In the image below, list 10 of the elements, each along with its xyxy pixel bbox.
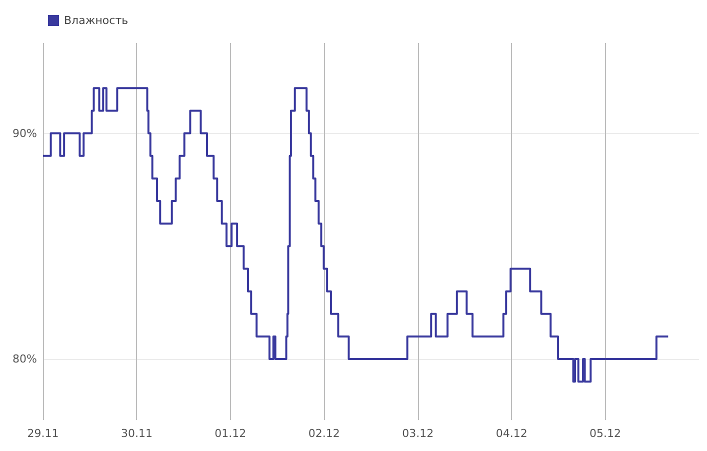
- x-tick-label: 29.11: [27, 427, 59, 440]
- x-tick-label: 02.12: [308, 427, 340, 440]
- x-tick-label: 05.12: [590, 427, 622, 440]
- x-tick-label: 03.12: [402, 427, 434, 440]
- legend-label: Влажность: [64, 14, 128, 27]
- x-tick-label: 01.12: [214, 427, 246, 440]
- x-tick-label: 04.12: [496, 427, 528, 440]
- y-tick-label: 80%: [12, 352, 37, 366]
- y-tick-label: 90%: [12, 126, 37, 140]
- x-tick-label: 30.11: [120, 427, 152, 440]
